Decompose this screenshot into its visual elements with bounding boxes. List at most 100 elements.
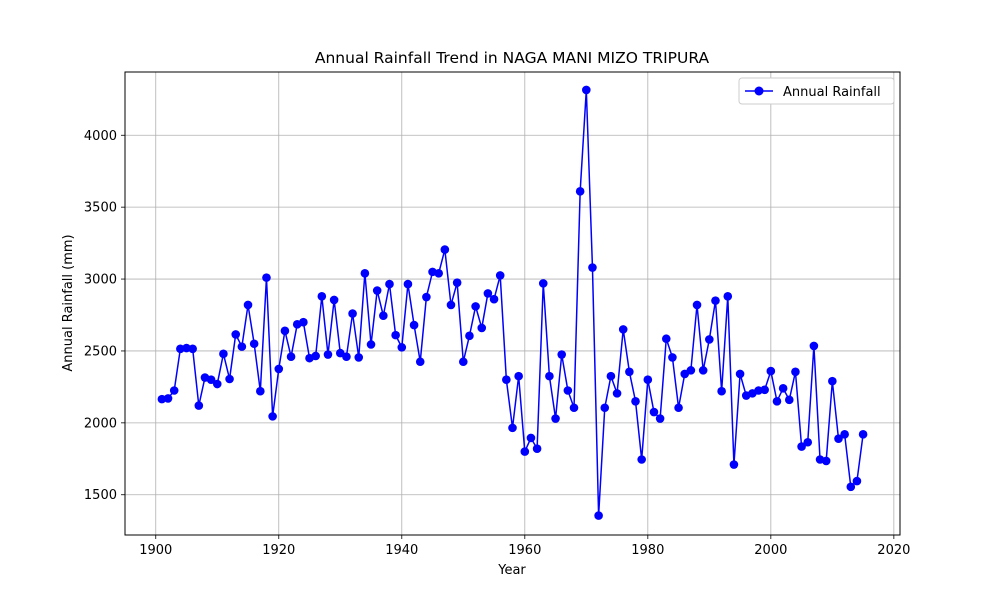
data-point xyxy=(508,423,517,433)
data-point xyxy=(231,330,241,339)
data-point xyxy=(274,364,284,374)
x-tick-label: 1900 xyxy=(139,543,172,558)
data-point xyxy=(797,442,806,451)
y-tick-label: 4000 xyxy=(84,129,117,144)
data-point xyxy=(471,302,480,311)
series-group xyxy=(157,85,868,520)
data-point xyxy=(606,371,616,381)
data-point xyxy=(698,366,708,375)
chart-title: Annual Rainfall Trend in NAGA MANI MIZO … xyxy=(315,49,710,67)
data-point xyxy=(446,300,456,310)
data-point xyxy=(458,357,468,367)
data-point xyxy=(791,367,800,377)
x-tick-label: 1920 xyxy=(262,543,295,558)
data-point xyxy=(551,414,560,423)
data-point xyxy=(268,412,277,421)
data-point xyxy=(483,289,493,298)
data-point xyxy=(766,366,776,376)
data-point xyxy=(655,414,665,423)
plot-frame xyxy=(124,71,901,536)
data-point xyxy=(502,375,511,385)
data-point xyxy=(784,395,794,405)
data-point xyxy=(465,331,474,341)
data-point xyxy=(600,403,610,413)
y-tick-label: 3000 xyxy=(84,273,117,288)
data-point xyxy=(803,437,813,447)
data-point xyxy=(495,271,505,280)
data-point xyxy=(625,367,634,377)
data-point xyxy=(637,455,646,464)
data-point xyxy=(520,447,530,456)
data-point xyxy=(809,341,819,351)
data-point xyxy=(711,296,720,305)
data-point xyxy=(348,309,357,318)
data-point xyxy=(354,353,364,362)
data-point xyxy=(538,279,548,288)
data-point xyxy=(557,350,567,359)
data-point xyxy=(188,344,197,354)
data-point xyxy=(169,386,179,395)
legend-box xyxy=(738,77,895,105)
data-point xyxy=(545,371,554,381)
legend-marker-swatch xyxy=(754,86,764,96)
data-point xyxy=(256,386,265,396)
data-point xyxy=(372,286,382,295)
data-point xyxy=(342,352,351,362)
data-point xyxy=(717,386,726,396)
data-point xyxy=(280,326,290,336)
y-axis-label: Annual Rainfall (mm) xyxy=(61,234,76,371)
legend-label: Annual Rainfall xyxy=(783,85,881,100)
data-point xyxy=(618,325,628,334)
data-point xyxy=(237,342,247,351)
data-point xyxy=(594,511,603,520)
data-point xyxy=(489,294,499,304)
data-point xyxy=(649,407,659,417)
data-point xyxy=(194,401,204,410)
data-point xyxy=(821,456,831,466)
data-point xyxy=(723,292,733,301)
data-point xyxy=(514,371,523,381)
data-point xyxy=(661,334,671,344)
data-point xyxy=(631,396,640,406)
data-point xyxy=(311,351,320,361)
data-point xyxy=(434,269,443,278)
data-point xyxy=(526,433,536,443)
x-axis: 1900 1920 1940 1960 1980 2000 2020 xyxy=(139,535,910,558)
x-tick-label: 1980 xyxy=(631,543,664,558)
grid-lines xyxy=(125,72,900,535)
x-axis-label: Year xyxy=(497,563,526,578)
data-point xyxy=(440,245,450,254)
legend: Annual Rainfall xyxy=(738,77,895,105)
data-point xyxy=(846,482,856,492)
data-point xyxy=(452,278,462,287)
y-tick-label: 1500 xyxy=(84,488,117,503)
data-point xyxy=(249,339,259,349)
data-point xyxy=(735,369,745,379)
data-point xyxy=(323,350,333,359)
data-point xyxy=(422,292,431,302)
data-point xyxy=(212,379,222,389)
data-point xyxy=(569,403,579,413)
data-point xyxy=(225,374,234,384)
data-point xyxy=(415,357,425,367)
data-point xyxy=(391,330,400,340)
data-point xyxy=(772,396,782,406)
data-point xyxy=(286,352,296,362)
data-point xyxy=(563,386,573,395)
data-point xyxy=(612,389,622,398)
y-axis: 1500 2000 2500 3000 3500 4000 xyxy=(84,129,125,503)
y-tick-label: 2000 xyxy=(84,416,117,431)
data-point xyxy=(477,323,487,333)
data-point xyxy=(403,279,413,289)
data-point xyxy=(778,384,788,393)
data-point xyxy=(219,349,228,359)
x-tick-label: 1960 xyxy=(508,543,541,558)
data-point xyxy=(686,366,696,375)
data-point xyxy=(705,335,714,344)
y-tick-label: 2500 xyxy=(84,344,117,359)
data-point xyxy=(532,444,542,454)
x-tick-label: 2020 xyxy=(877,543,910,558)
data-point xyxy=(692,300,702,310)
data-point xyxy=(299,317,308,327)
